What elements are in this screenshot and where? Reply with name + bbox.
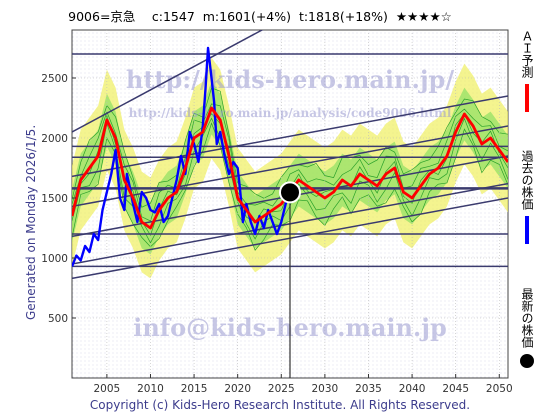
trend-line-1 <box>72 125 508 208</box>
ensemble-line-3 <box>72 103 508 222</box>
legend-item-0: ＡＩ予測 <box>518 30 538 112</box>
x-tick-label: 2050 <box>486 383 513 395</box>
watermark-url: http://kids-hero.main.jp/ <box>126 65 454 94</box>
series-past-price <box>72 46 292 267</box>
x-tick-label: 2030 <box>312 383 339 395</box>
x-tick-label: 2015 <box>181 383 208 395</box>
watermark-analysis: http://kids-hero.main.jp/analysis/code90… <box>129 106 452 120</box>
trend-line-0 <box>72 95 508 178</box>
y-tick-label: 1500 <box>41 193 68 205</box>
latest-price-dot <box>279 181 301 204</box>
trend-line-5 <box>72 30 264 133</box>
x-tick-label: 2005 <box>94 383 121 395</box>
y-tick-label: 500 <box>48 313 68 325</box>
legend-label: 最新の株価 <box>520 288 534 348</box>
y-tick-label: 1000 <box>41 253 68 265</box>
legend-label: ＡＩ予測 <box>520 30 534 78</box>
x-tick-label: 2010 <box>137 383 164 395</box>
legend-dot-swatch <box>520 354 534 368</box>
x-tick-label: 2020 <box>224 383 251 395</box>
prediction-band-inner <box>72 81 508 255</box>
x-tick-label: 2035 <box>355 383 382 395</box>
legend-item-1: 過去の株価 <box>518 150 538 244</box>
x-tick-label: 2045 <box>442 383 469 395</box>
y-tick-label: 2000 <box>41 133 68 145</box>
y-tick-label: 2500 <box>41 73 68 85</box>
copyright-footer: Copyright (c) Kids-Hero Research Institu… <box>89 398 471 412</box>
legend-line-swatch <box>525 216 529 244</box>
x-tick-label: 2040 <box>399 383 426 395</box>
chart-header: 9006=京急 c:1547 m:1601(+4%) t:1818(+18%) … <box>68 9 452 24</box>
legend-item-2: 最新の株価 <box>518 288 538 368</box>
legend-line-swatch <box>525 84 529 112</box>
legend-label: 過去の株価 <box>520 150 534 210</box>
x-tick-label: 2025 <box>268 383 295 395</box>
